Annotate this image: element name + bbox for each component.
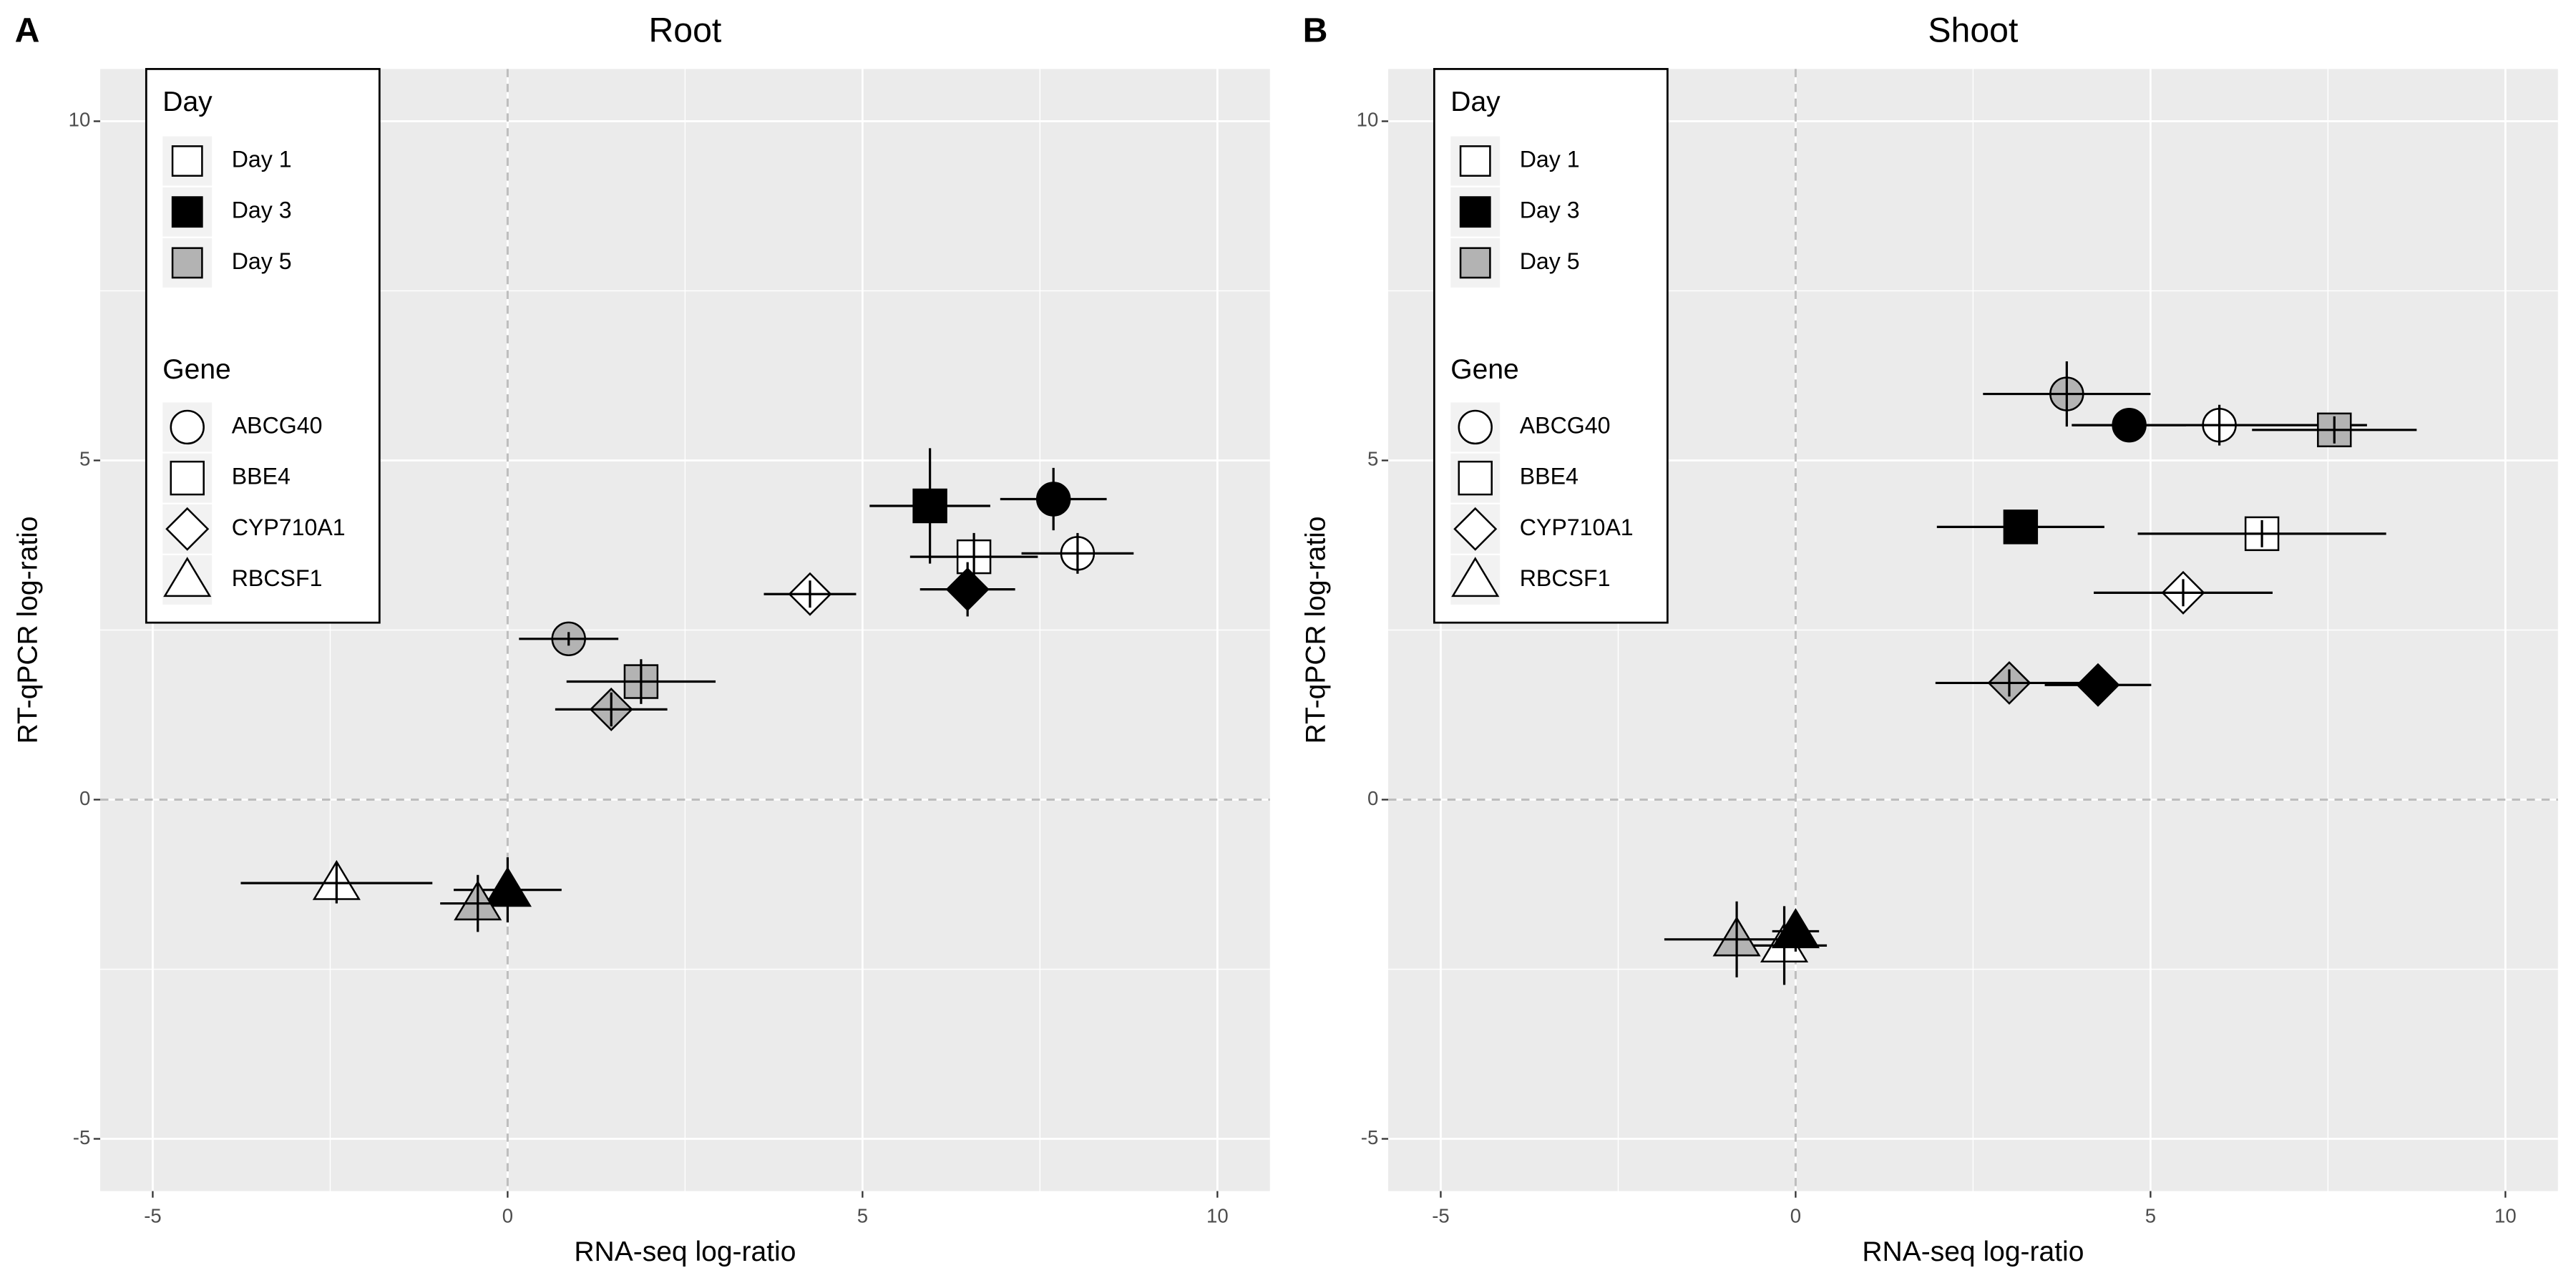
legend-title: Gene [1450,354,1518,385]
legend-title: Day [162,87,213,117]
y-tick-label: 5 [79,448,90,470]
legend-title: Day [1450,87,1501,117]
y-tick-label: -5 [73,1126,91,1148]
legend-label: Day 3 [1520,197,1580,223]
legend-label: CYP710A1 [1520,514,1634,540]
legend-label: BBE4 [232,464,291,489]
legend-key [171,145,203,177]
y-axis-title: RT-qPCR log-ratio [1301,516,1332,743]
panel-label: A [15,11,40,50]
legend-key [1458,460,1493,496]
legend-key [1459,247,1491,279]
legend-key [1459,196,1491,228]
legend-key [1451,557,1500,597]
x-tick-label: 5 [2145,1205,2156,1227]
legend-label: Day 1 [232,146,292,172]
legend-key [170,409,205,445]
y-tick-label: 0 [1367,787,1378,809]
x-tick-label: -5 [1432,1205,1450,1227]
y-tick-label: 10 [69,109,91,131]
legend-key [171,196,203,228]
x-tick-label: 10 [2494,1205,2517,1227]
y-tick-label: -5 [1361,1126,1378,1148]
legend-key [1453,507,1498,551]
x-tick-label: -5 [144,1205,162,1227]
legend-key [1459,145,1491,177]
x-tick-label: 5 [857,1205,868,1227]
chart-title: Shoot [1928,11,2019,50]
legend-label: RBCSF1 [232,565,323,591]
x-axis-title: RNA-seq log-ratio [1862,1236,2084,1267]
legend-label: ABCG40 [1520,412,1611,438]
x-tick-label: 0 [1790,1205,1801,1227]
legend-label: Day 1 [1520,146,1580,172]
x-tick-label: 10 [1206,1205,1229,1227]
y-tick-label: 10 [1357,109,1379,131]
legend-key [170,460,205,496]
y-tick-label: 0 [79,787,90,809]
y-tick-label: 5 [1367,448,1378,470]
x-axis-title: RNA-seq log-ratio [574,1236,796,1267]
legend-key [163,557,212,597]
legend-label: Day 3 [232,197,292,223]
legend-label: BBE4 [1520,464,1579,489]
legend-label: Day 5 [232,248,292,274]
legend-label: ABCG40 [232,412,323,438]
panel-label: B [1303,11,1328,50]
legend-label: Day 5 [1520,248,1580,274]
legend-label: CYP710A1 [232,514,346,540]
y-axis-title: RT-qPCR log-ratio [13,516,44,743]
legend-key [171,247,203,279]
chart-title: Root [648,11,721,50]
legend-key [1458,409,1493,445]
x-tick-label: 0 [502,1205,513,1227]
legend-key [165,507,210,551]
legend-title: Gene [162,354,230,385]
legend-label: RBCSF1 [1520,565,1611,591]
